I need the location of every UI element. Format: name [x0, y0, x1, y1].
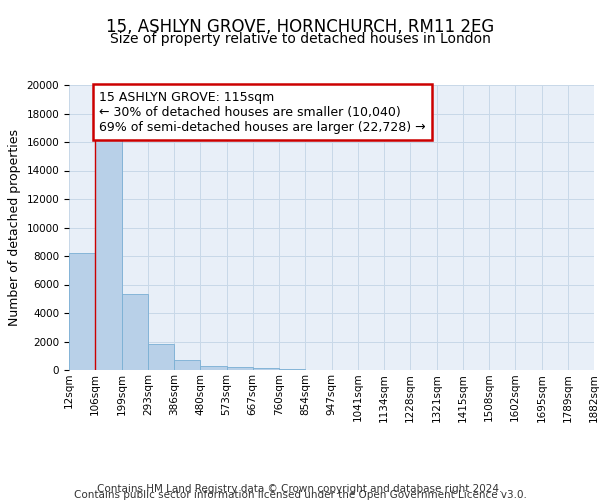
Bar: [227, 367, 253, 370]
Bar: [200, 366, 227, 370]
Bar: [69, 253, 95, 370]
Text: Contains HM Land Registry data © Crown copyright and database right 2024.: Contains HM Land Registry data © Crown c…: [97, 484, 503, 494]
Text: Size of property relative to detached houses in London: Size of property relative to detached ho…: [110, 32, 490, 46]
Text: 15 ASHLYN GROVE: 115sqm
← 30% of detached houses are smaller (10,040)
69% of sem: 15 ASHLYN GROVE: 115sqm ← 30% of detache…: [99, 90, 426, 134]
Bar: [174, 360, 200, 370]
Bar: [253, 368, 279, 370]
Y-axis label: Number of detached properties: Number of detached properties: [8, 129, 21, 326]
Bar: [279, 368, 305, 370]
Text: 15, ASHLYN GROVE, HORNCHURCH, RM11 2EG: 15, ASHLYN GROVE, HORNCHURCH, RM11 2EG: [106, 18, 494, 36]
Text: Contains public sector information licensed under the Open Government Licence v3: Contains public sector information licen…: [74, 490, 526, 500]
Bar: [95, 134, 121, 370]
Bar: [121, 294, 148, 370]
Bar: [148, 344, 174, 370]
